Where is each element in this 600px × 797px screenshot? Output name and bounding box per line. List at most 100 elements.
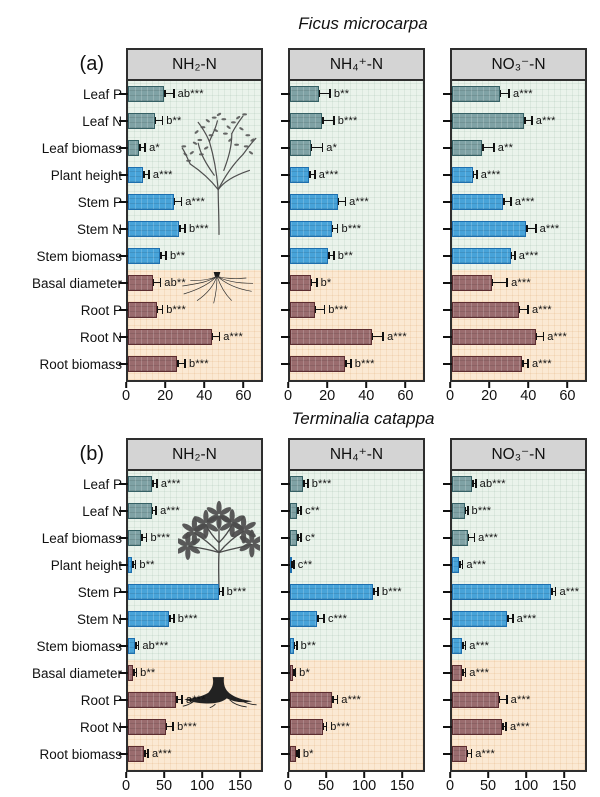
x-axis-tick-mark <box>125 382 127 388</box>
subplot-header: NH₂-N <box>126 48 263 81</box>
error-bar <box>524 115 533 126</box>
category-tick-mark <box>281 228 290 230</box>
significance-label: ab*** <box>142 640 169 652</box>
category-label-plant-height: Plant height <box>50 168 122 183</box>
significance-label: a*** <box>513 88 533 100</box>
error-bar <box>143 169 150 180</box>
category-tick-mark <box>281 201 290 203</box>
category-label-leaf-p: Leaf P <box>82 87 122 102</box>
stem-bar <box>452 611 508 627</box>
stem-bar <box>290 584 374 600</box>
bar-row: ab** <box>119 270 261 297</box>
bar-row: b** <box>281 633 423 660</box>
category-label-plant-height: Plant height <box>50 558 122 573</box>
bar-row: b** <box>119 243 261 270</box>
root-bar <box>128 275 153 291</box>
panel-a-label: (a) <box>79 53 104 75</box>
category-tick-mark <box>119 336 128 338</box>
error-bar <box>310 277 318 288</box>
error-bar <box>464 505 469 516</box>
species-title-a: Ficus microcarpa <box>298 14 428 33</box>
subplot-title: NH₂-N <box>172 445 217 463</box>
stem-bar <box>128 557 133 573</box>
category-label-root-n: Root N <box>79 330 122 345</box>
root-bar <box>452 275 492 291</box>
subplot-header: NH₂-N <box>126 438 263 471</box>
significance-label: a* <box>326 142 338 154</box>
significance-label: a*** <box>466 559 487 571</box>
bar-row: a*** <box>443 297 585 324</box>
error-bar <box>371 331 385 342</box>
x-axis-tick-label: 0 <box>283 778 293 794</box>
error-bar <box>471 478 477 489</box>
leaf-bar <box>452 503 465 519</box>
plot-area: a*** a*** b*** b** b*** b*** ab*** b** a*** b*** a… <box>119 471 263 772</box>
x-axis-tick-label: 20 <box>319 388 336 404</box>
root-bar <box>290 719 323 735</box>
bar-row: a*** <box>443 660 585 687</box>
category-label-stem-p: Stem P <box>77 195 122 210</box>
leaf-bar <box>452 476 472 492</box>
x-axis-tick-label: 60 <box>235 388 252 404</box>
leaf-bar <box>128 140 140 156</box>
significance-label: a*** <box>469 640 490 652</box>
category-tick-mark <box>119 564 128 566</box>
significance-label: a*** <box>223 331 243 343</box>
category-tick-mark <box>443 699 452 701</box>
leaf-bar <box>290 530 298 546</box>
plot-area: b*** c** c* c** b*** c*** b** b* a*** b*** b* <box>281 471 425 772</box>
stem-bar <box>290 611 318 627</box>
error-bar <box>164 88 175 99</box>
category-tick-mark <box>119 753 128 755</box>
panel-a-gutter: (a) Leaf P Leaf N Leaf biomass Plant height… <box>0 48 126 404</box>
significance-label: b*** <box>328 304 348 316</box>
error-bar <box>318 88 332 99</box>
significance-label: b* <box>302 748 314 760</box>
bar-row: a*** <box>443 687 585 714</box>
category-tick-mark <box>443 201 452 203</box>
significance-label: a*** <box>341 694 362 706</box>
bar-row: a*** <box>443 162 585 189</box>
error-bar <box>466 748 473 759</box>
bar-row: b*** <box>281 108 423 135</box>
error-bar <box>154 115 163 126</box>
category-tick-mark <box>119 537 128 539</box>
leaf-bar <box>128 86 165 102</box>
stem-bar <box>452 584 551 600</box>
significance-label: b*** <box>330 721 350 733</box>
shoot-zone-background <box>290 471 423 660</box>
error-bar <box>169 613 176 624</box>
root-bar <box>452 665 463 681</box>
leaf-bar <box>452 86 500 102</box>
x-axis-tick-mark <box>404 382 407 388</box>
bar-row: ab*** <box>119 81 261 108</box>
root-bar <box>452 692 499 708</box>
category-tick-mark <box>281 174 290 176</box>
x-axis-tick-mark <box>527 382 530 388</box>
x-axis-tick-mark <box>163 772 165 778</box>
category-tick-mark <box>443 510 452 512</box>
error-bar <box>132 559 137 570</box>
x-axis-tick-mark <box>363 772 365 778</box>
category-tick-mark <box>281 645 290 647</box>
stem-bar <box>128 194 174 210</box>
subplot: NH₂-N <box>119 48 263 404</box>
bar-row: b*** <box>119 579 261 606</box>
significance-label: a*** <box>509 721 530 733</box>
leaf-bar <box>128 530 142 546</box>
x-axis-tick-mark <box>563 772 565 778</box>
significance-label: a*** <box>480 169 501 181</box>
error-bar <box>373 586 380 597</box>
error-bar <box>310 142 324 153</box>
root-bar <box>128 329 212 345</box>
bar-row: a*** <box>119 471 261 498</box>
error-bar <box>526 223 537 234</box>
bar-row: a* <box>281 135 423 162</box>
x-axis-tick-label: 40 <box>520 388 537 404</box>
x-axis-tick-label: 20 <box>481 388 498 404</box>
error-bar <box>535 331 544 342</box>
x-axis-tick-label: 100 <box>352 778 377 794</box>
subplot-header: NO₃⁻-N <box>450 48 587 81</box>
x-axis-tick-label: 40 <box>358 388 375 404</box>
